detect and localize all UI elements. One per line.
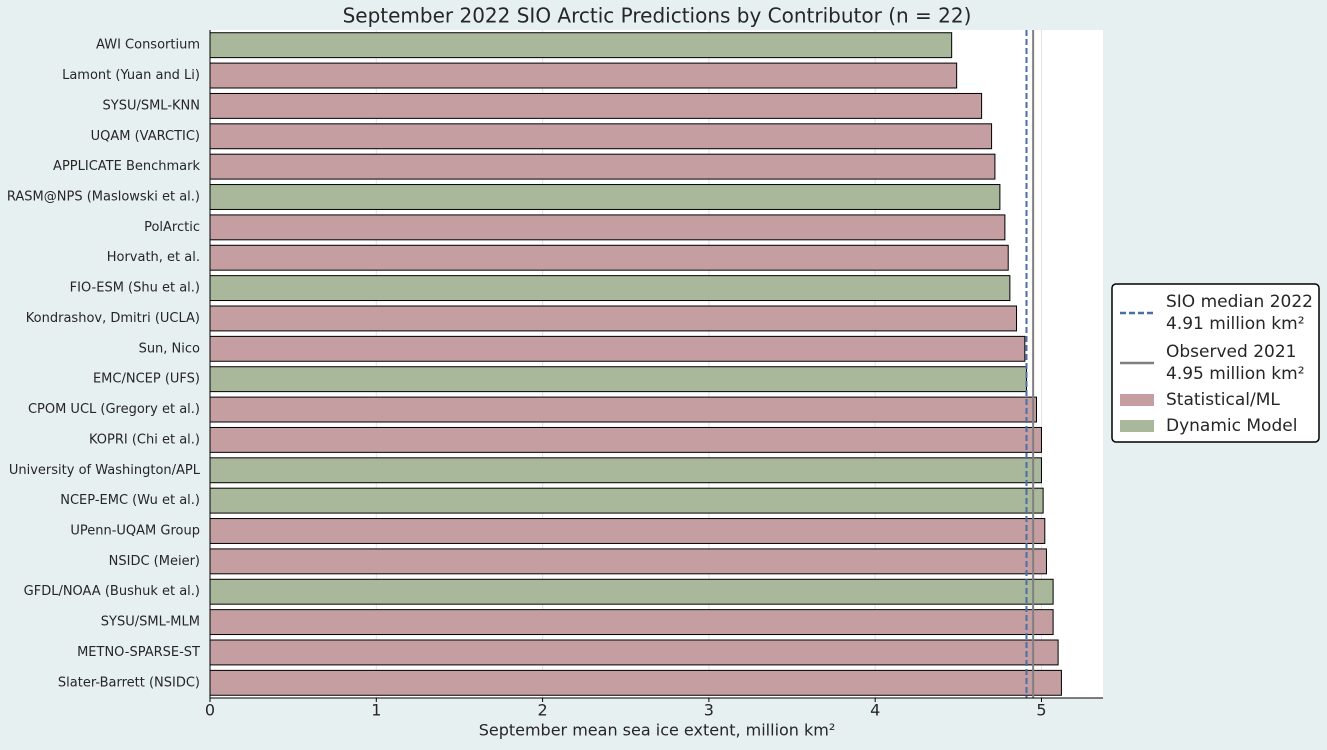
x-tick-label: 5 [1036,701,1046,720]
legend-label: SIO median 2022 [1166,292,1313,312]
bar [209,639,1059,666]
y-tick-label: PolArctic [144,220,200,235]
y-tick-label: SYSU/SML-KNN [103,98,201,113]
y-tick-label: NSIDC (Meier) [109,554,200,569]
y-tick-label: Lamont (Yuan and Li) [62,68,200,83]
legend-label: Dynamic Model [1166,416,1297,436]
legend-label: 4.91 million km² [1166,314,1305,334]
chart-title: September 2022 SIO Arctic Predictions by… [343,4,972,28]
bar [209,305,1018,332]
bar [209,214,1006,241]
y-tick-label: UPenn-UQAM Group [70,524,200,539]
y-tick-label: SYSU/SML-MLM [101,615,200,630]
bar [209,426,1042,453]
y-tick-label: RASM@NPS (Maslowski et al.) [7,190,200,205]
y-tick-label: KOPRI (Chi et al.) [89,432,200,447]
y-tick-label: Horvath, et al. [107,250,200,265]
y-tick-label: UQAM (VARCTIC) [91,129,200,144]
y-tick-label: Kondrashov, Dmitri (UCLA) [26,311,200,326]
bar [209,609,1054,636]
bar [209,92,983,119]
y-tick-label: EMC/NCEP (UFS) [93,372,200,387]
bar [209,457,1042,484]
y-tick-label: APPLICATE Benchmark [53,159,200,174]
bar [209,335,1026,362]
bar [209,366,1028,393]
y-tick-label: NCEP-EMC (Wu et al.) [60,493,200,508]
x-tick-label: 0 [205,701,215,720]
bar [209,548,1047,575]
bar [209,518,1046,544]
bar [209,244,1009,271]
y-tick-label: GFDL/NOAA (Bushuk et al.) [24,584,200,599]
legend-label: Statistical/ML [1166,390,1280,410]
y-tick-label: Sun, Nico [139,341,200,356]
y-tick-label: Slater-Barrett (NSIDC) [58,675,200,690]
x-tick-label: 4 [870,701,880,720]
bar [209,153,996,180]
x-axis-label: September mean sea ice extent, million k… [479,721,836,740]
bar [209,487,1044,514]
x-tick-label: 2 [537,701,547,720]
y-tick-label: CPOM UCL (Gregory et al.) [28,402,200,417]
y-tick-label: METNO-SPARSE-ST [77,645,200,660]
bar [209,275,1011,302]
bar [209,184,1001,210]
bar [209,396,1037,423]
bar [209,669,1062,696]
legend-label: Observed 2021 [1166,342,1296,362]
bar [209,123,993,150]
y-tick-label: AWI Consortium [96,38,200,53]
bar [209,578,1054,605]
bar [209,62,958,89]
y-tick-label: University of Washington/APL [9,463,201,478]
x-tick-label: 3 [704,701,714,720]
legend-swatch [1120,420,1154,432]
legend-label: 4.95 million km² [1166,364,1305,384]
x-tick-label: 1 [371,701,381,720]
legend-swatch [1120,394,1154,406]
legend-box [1111,283,1320,443]
y-tick-label: FIO-ESM (Shu et al.) [70,281,200,296]
bar [209,32,953,59]
